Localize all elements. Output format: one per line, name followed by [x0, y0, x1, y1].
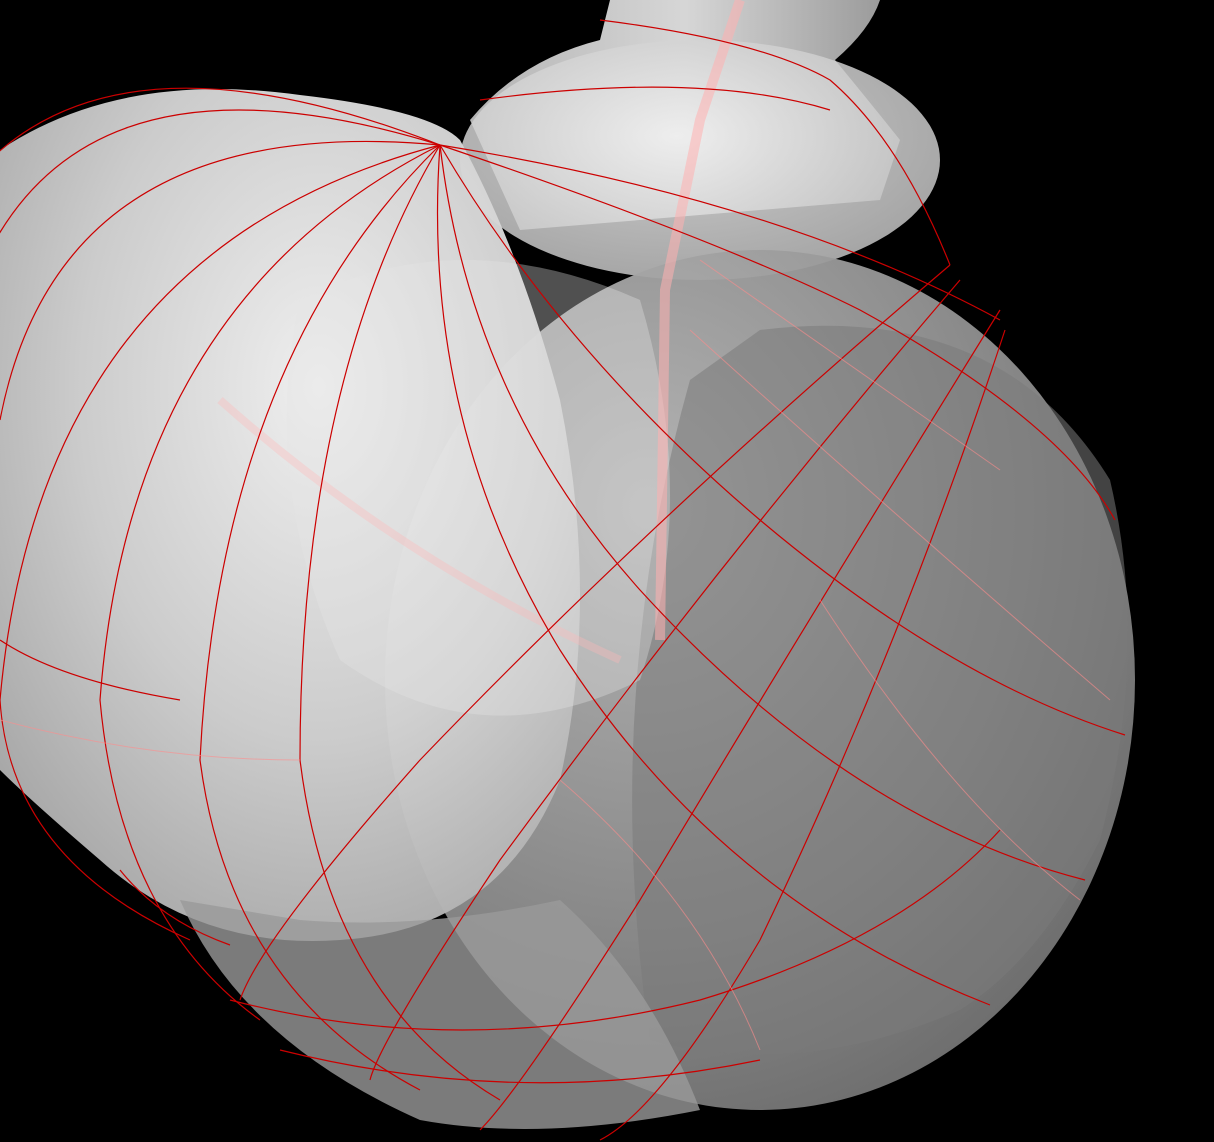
curve-line	[436, 144, 991, 1006]
curve-line	[299, 144, 501, 1101]
curve-line	[819, 599, 1081, 901]
internal-axis-diagonal	[217, 397, 622, 664]
curve-line	[0, 87, 441, 152]
shell-right-shadow	[632, 325, 1128, 1055]
curve-line	[239, 264, 951, 1001]
curve-line	[99, 144, 441, 1021]
curve-line	[119, 869, 231, 946]
curve-line	[439, 144, 1001, 321]
shell-inner-glow	[286, 260, 670, 716]
wireframe-faint-curves	[0, 259, 1111, 1051]
shell-left-bulb	[0, 89, 580, 942]
curve-line	[559, 779, 761, 1051]
curve-line	[229, 829, 1001, 1031]
curve-line	[0, 719, 301, 761]
curve-line	[0, 140, 441, 421]
curve-line	[279, 1049, 761, 1084]
curve-line	[199, 144, 441, 1091]
curve-line	[599, 329, 1006, 1141]
curve-line	[689, 329, 1111, 701]
curve-line	[439, 144, 1116, 521]
curve-line	[0, 144, 441, 941]
curve-line	[0, 109, 441, 234]
curve-line	[599, 19, 951, 266]
internal-axis-vertical	[655, 0, 745, 641]
shell-shoulder	[460, 40, 940, 280]
wireframe-curves	[0, 19, 1126, 1141]
curve-line	[479, 86, 831, 111]
curve-line	[479, 309, 1001, 1131]
curve-line	[699, 259, 1001, 471]
curve-line	[369, 279, 961, 1081]
curve-line	[439, 144, 1086, 881]
curve-line	[439, 144, 1126, 736]
shell-left-lower	[180, 900, 700, 1129]
curve-line	[0, 639, 181, 701]
